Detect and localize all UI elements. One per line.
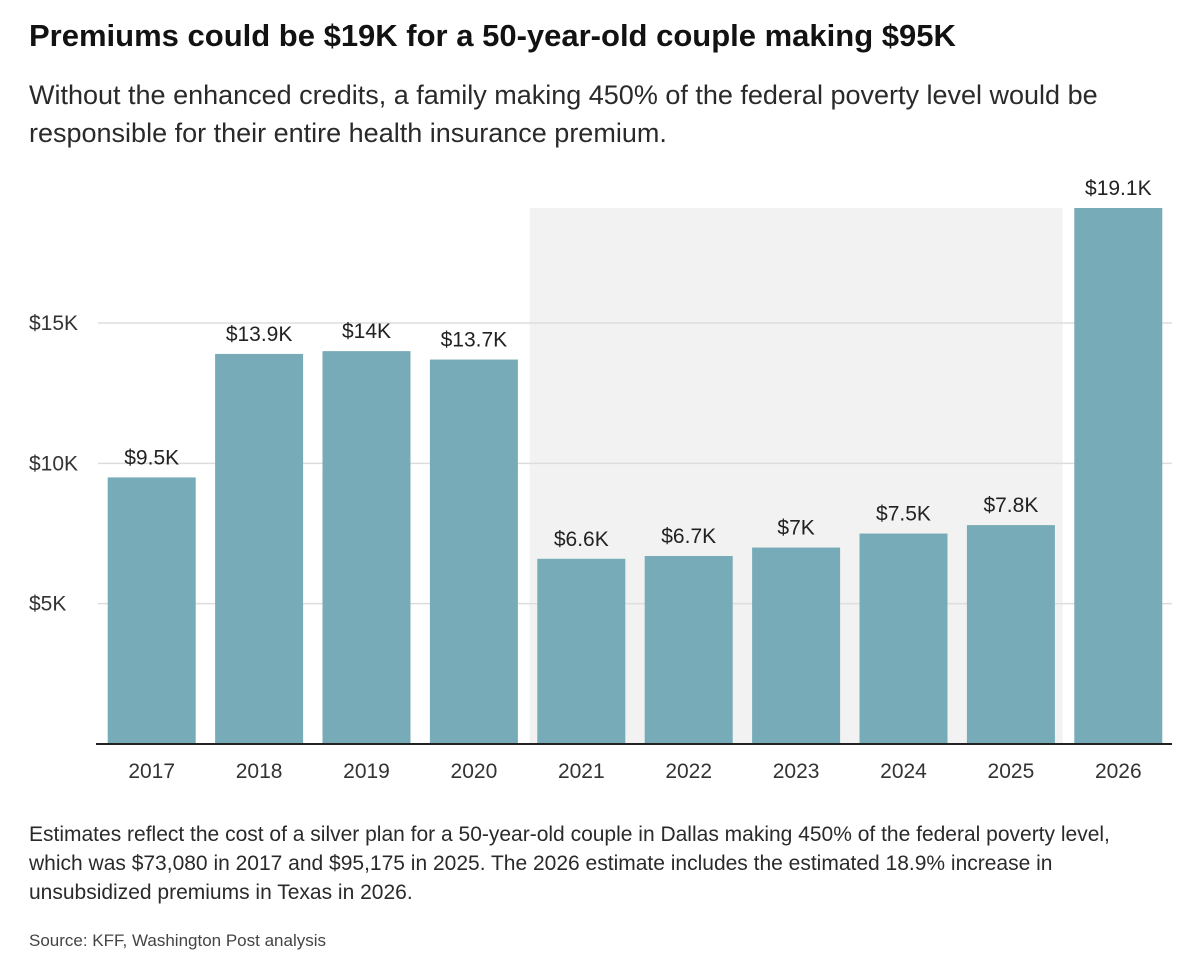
data-label: $6.7K <box>661 525 716 548</box>
bar-chart: $5K $10K $15K $9.5K 2017 $13.9K 2018 $14K 2019 $1… <box>29 177 1172 783</box>
source-note: Source: KFF, Washington Post analysis <box>29 931 327 950</box>
x-tick-label: 2020 <box>451 760 498 783</box>
x-tick-label: 2024 <box>880 760 927 783</box>
y-tick-label: $15K <box>29 312 78 335</box>
data-label: $13.7K <box>441 329 508 352</box>
bar <box>322 351 411 744</box>
data-label: $13.9K <box>226 323 293 346</box>
data-label: $7.5K <box>876 503 931 526</box>
x-tick-label: 2023 <box>773 760 820 783</box>
y-tick-label: $5K <box>29 593 66 616</box>
data-label: $19.1K <box>1085 177 1152 200</box>
x-tick-label: 2022 <box>665 760 712 783</box>
x-tick-label: 2019 <box>343 760 390 783</box>
bar <box>107 477 196 744</box>
bar <box>1074 208 1163 744</box>
bar <box>752 547 841 744</box>
data-label: $7K <box>777 517 814 540</box>
chart-title: Premiums could be $19K for a 50-year-old… <box>29 18 956 53</box>
x-tick-label: 2025 <box>988 760 1035 783</box>
data-label: $7.8K <box>983 494 1038 517</box>
data-label: $14K <box>342 320 391 343</box>
data-label: $6.6K <box>554 528 609 551</box>
x-tick-label: 2017 <box>128 760 175 783</box>
x-tick-label: 2018 <box>236 760 283 783</box>
bar <box>429 359 518 744</box>
x-tick-label: 2021 <box>558 760 605 783</box>
y-tick-label: $10K <box>29 452 78 475</box>
chart-subtitle: Without the enhanced credits, a family m… <box>29 80 1098 148</box>
x-tick-label: 2026 <box>1095 760 1142 783</box>
bar <box>644 555 733 744</box>
bar <box>859 533 948 744</box>
footnote: Estimates reflect the cost of a silver p… <box>29 823 1110 904</box>
bar <box>215 353 304 744</box>
bar <box>537 558 626 744</box>
bar <box>966 525 1055 744</box>
data-label: $9.5K <box>124 446 179 469</box>
